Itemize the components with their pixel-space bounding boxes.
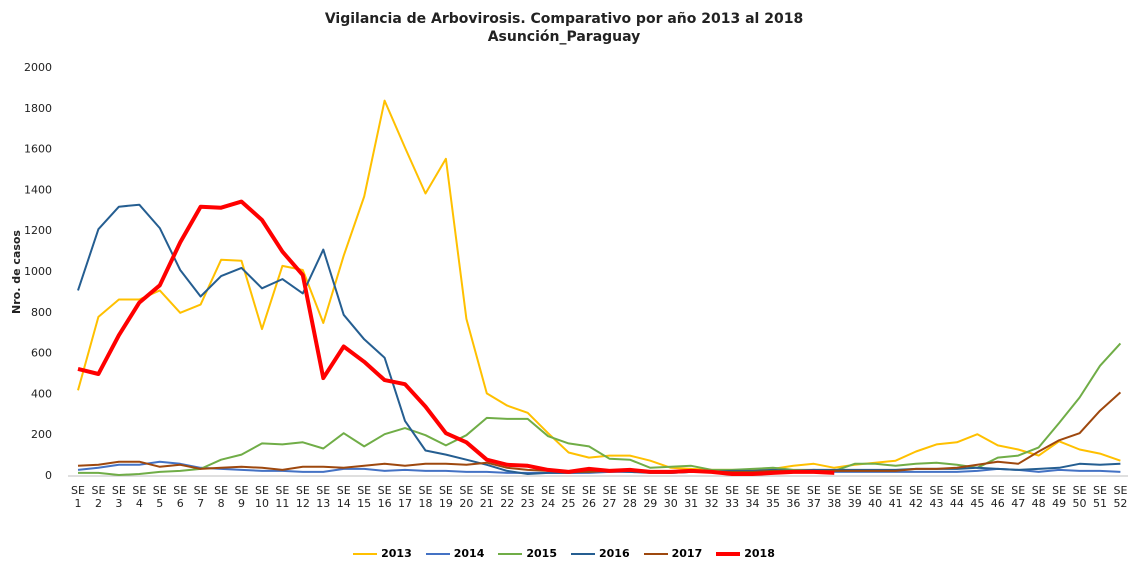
legend-swatch <box>425 552 450 555</box>
x-tick-label: SE 28 <box>622 484 637 510</box>
x-tick-label: SE 47 <box>1011 484 1026 510</box>
x-tick-label: SE 42 <box>909 484 924 510</box>
x-tick-label: SE 48 <box>1031 484 1046 510</box>
x-tick-label: SE 46 <box>990 484 1005 510</box>
x-tick-label: SE 19 <box>438 484 453 510</box>
y-tick-label: 400 <box>31 387 52 400</box>
x-tick-label: SE 17 <box>398 484 413 510</box>
y-tick-label: 600 <box>31 347 52 360</box>
legend-item: 2018 <box>716 547 775 560</box>
y-tick-label: 2000 <box>24 61 52 74</box>
legend-swatch <box>498 552 523 555</box>
x-tick-label: SE 52 <box>1113 484 1128 510</box>
y-tick-label: 1400 <box>24 183 52 196</box>
series-line <box>77 391 1122 473</box>
x-tick-label: SE 49 <box>1052 484 1067 510</box>
chart-subtitle: Asunción_Paraguay <box>488 29 641 45</box>
legend-item: 2016 <box>571 547 630 560</box>
legend-label: 2016 <box>599 547 630 560</box>
x-tick-label: SE 8 <box>214 484 229 510</box>
chart-title: Vigilancia de Arbovirosis. Comparativo p… <box>325 11 803 27</box>
legend-swatch <box>643 552 668 555</box>
x-tick-label: SE 41 <box>888 484 903 510</box>
y-tick-label: 1200 <box>24 224 52 237</box>
x-tick-label: SE 50 <box>1072 484 1087 510</box>
legend: 2013 2014 2015 2016 2017 2018 <box>0 547 1128 560</box>
series-line <box>77 99 1121 471</box>
x-tick-label: SE 31 <box>684 484 699 510</box>
legend-swatch <box>571 552 595 555</box>
x-tick-label: SE 30 <box>663 484 678 510</box>
x-tick-label: SE 36 <box>786 484 801 510</box>
legend-item: 2013 <box>353 547 412 560</box>
legend-swatch <box>353 552 378 555</box>
series-line <box>77 199 835 476</box>
x-tick-label: SE 24 <box>541 484 556 510</box>
x-tick-label: SE 27 <box>602 484 617 510</box>
y-tick-label: 200 <box>31 428 52 441</box>
x-tick-label: SE 10 <box>254 484 269 510</box>
legend-item: 2017 <box>643 547 703 560</box>
legend-item: 2015 <box>498 547 557 560</box>
series-line <box>78 342 1122 476</box>
x-tick-label: SE 15 <box>357 484 372 510</box>
x-tick-label: SE 20 <box>459 484 474 510</box>
y-tick-label: 0 <box>45 469 52 482</box>
y-tick-label: 1600 <box>24 143 52 156</box>
legend-label: 2015 <box>526 547 557 560</box>
x-tick-label: SE 35 <box>765 484 780 510</box>
x-tick-label: SE 29 <box>643 484 658 510</box>
x-tick-label: SE 26 <box>582 484 596 510</box>
x-tick-label: SE 40 <box>868 484 883 510</box>
series-line <box>77 203 1121 475</box>
x-tick-label: SE 21 <box>479 484 494 510</box>
x-tick-label: SE 2 <box>91 484 106 510</box>
x-tick-label: SE 43 <box>929 484 944 510</box>
x-tick-label: SE 7 <box>193 484 208 510</box>
legend-item: 2014 <box>425 547 485 560</box>
x-tick-label: SE 13 <box>316 484 331 510</box>
x-tick-label: SE 37 <box>806 484 821 510</box>
x-tick-label: SE 32 <box>704 484 719 510</box>
legend-label: 2017 <box>671 547 703 560</box>
x-tick-label: SE 12 <box>295 484 310 510</box>
x-tick-label: SE 25 <box>561 484 576 510</box>
x-tick-label: SE 9 <box>234 484 249 510</box>
x-tick-label: SE 22 <box>500 484 515 510</box>
x-tick-label: SE 44 <box>949 484 964 510</box>
y-tick-label: 1000 <box>24 265 52 278</box>
y-axis-title: Nro. de casos <box>10 230 23 314</box>
x-tick-label: SE 38 <box>827 484 842 510</box>
legend-label: 2013 <box>381 547 412 560</box>
x-tick-label: SE 3 <box>111 484 126 510</box>
x-tick-label: SE 16 <box>377 484 392 510</box>
x-tick-label: SE 51 <box>1093 484 1107 510</box>
y-tick-label: 1800 <box>24 102 52 115</box>
x-tick-label: SE 45 <box>970 484 985 510</box>
x-tick-label: SE 5 <box>152 484 167 510</box>
y-tick-label: 800 <box>31 306 52 319</box>
legend-swatch <box>716 551 741 556</box>
x-tick-label: SE 14 <box>336 484 351 510</box>
x-tick-label: SE 34 <box>745 484 760 510</box>
x-tick-label: SE 33 <box>725 484 740 510</box>
x-tick-label: SE 23 <box>520 484 535 510</box>
x-tick-label: SE 18 <box>418 484 433 510</box>
legend-label: 2018 <box>744 547 775 560</box>
x-tick-label: SE 39 <box>847 484 862 510</box>
legend-label: 2014 <box>453 547 485 560</box>
x-tick-label: SE 6 <box>173 484 188 510</box>
x-tick-label: SE 4 <box>132 484 147 510</box>
x-tick-label: SE 1 <box>71 484 85 510</box>
x-tick-label: SE 11 <box>275 484 290 510</box>
